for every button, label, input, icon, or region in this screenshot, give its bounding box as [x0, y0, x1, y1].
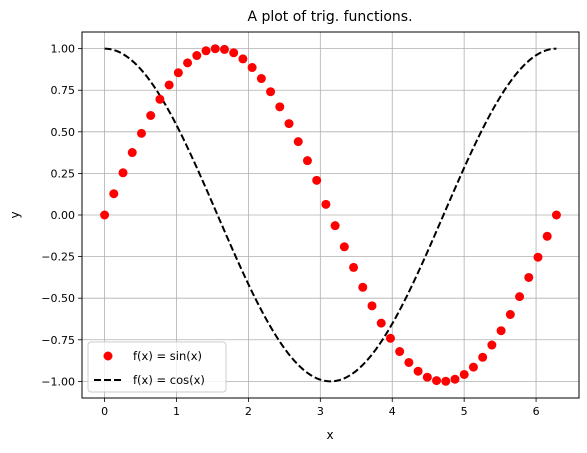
x-tick-label: 3: [317, 405, 324, 418]
y-tick-label: 0.25: [51, 167, 76, 180]
sin-point: [515, 292, 525, 302]
sin-point: [551, 210, 561, 220]
sin-point: [210, 44, 220, 54]
y-axis-label: y: [8, 211, 22, 218]
legend-sin-label: f(x) = sin(x): [133, 349, 202, 363]
x-tick-label: 4: [389, 405, 396, 418]
chart-title: A plot of trig. functions.: [247, 9, 412, 25]
sin-series: [100, 44, 561, 386]
sin-point: [395, 347, 405, 357]
sin-point: [275, 102, 285, 112]
x-tick-label: 2: [245, 405, 252, 418]
y-tick-label: 0.50: [51, 126, 76, 139]
sin-point: [173, 68, 183, 78]
sin-point: [441, 376, 451, 386]
sin-point: [404, 357, 414, 367]
sin-point: [302, 156, 312, 166]
x-tick-label: 1: [173, 405, 180, 418]
y-axis: −1.00 −0.75 −0.50 −0.25 0.00 0.25 0.50 0.75 1.00: [41, 43, 82, 388]
sin-point: [542, 231, 552, 241]
y-tick-label: −0.25: [41, 251, 75, 264]
sin-point: [459, 369, 469, 379]
cos-series: [104, 47, 557, 383]
sin-point: [100, 210, 110, 220]
sin-point: [524, 272, 534, 282]
sin-point: [118, 168, 128, 178]
sin-point: [349, 262, 359, 272]
y-tick-label: 0.00: [51, 209, 76, 222]
sin-point: [496, 326, 506, 336]
legend: f(x) = sin(x) f(x) = cos(x): [87, 341, 227, 393]
sin-point: [533, 252, 543, 262]
sin-point: [266, 87, 276, 97]
sin-point: [192, 51, 202, 61]
sin-point: [219, 44, 229, 54]
legend-cos-label: f(x) = cos(x): [133, 373, 205, 387]
y-tick-label: −0.75: [41, 334, 75, 347]
sin-point: [146, 111, 156, 120]
sin-point: [468, 362, 478, 372]
plot-area: [81, 31, 580, 399]
sin-point: [238, 54, 248, 64]
sin-point: [376, 318, 386, 328]
sin-point: [478, 352, 488, 362]
sin-point: [164, 80, 174, 90]
legend-sin-marker: [103, 351, 113, 361]
sin-point: [136, 128, 146, 138]
x-tick-label: 6: [533, 405, 540, 418]
sin-point: [284, 119, 294, 129]
sin-point: [413, 366, 423, 376]
y-tick-label: −0.50: [41, 292, 75, 305]
sin-point: [183, 58, 193, 68]
sin-point: [127, 148, 137, 158]
sin-point: [109, 189, 119, 199]
sin-point: [229, 48, 239, 58]
y-tick-label: −1.00: [41, 375, 75, 388]
legend-box: [87, 341, 227, 393]
x-tick-label: 5: [461, 405, 468, 418]
y-tick-label: 1.00: [51, 43, 76, 56]
sin-point: [487, 340, 497, 350]
x-axis: 0 1 2 3 4 5 6: [101, 398, 540, 418]
sin-point: [432, 376, 442, 386]
sin-point: [256, 74, 266, 84]
sin-point: [321, 199, 331, 209]
sin-point: [422, 372, 432, 382]
sin-point: [339, 242, 349, 252]
sin-point: [367, 301, 377, 311]
sin-point: [293, 137, 303, 147]
x-axis-label: x: [326, 428, 333, 442]
sin-point: [247, 63, 257, 73]
sin-point: [505, 310, 515, 319]
sin-point: [450, 374, 460, 384]
x-tick-label: 0: [101, 405, 108, 418]
sin-point: [312, 175, 322, 185]
sin-point: [201, 46, 211, 56]
sin-point: [330, 221, 340, 231]
sin-point: [155, 94, 165, 104]
y-tick-label: 0.75: [51, 84, 76, 97]
sin-point: [358, 282, 368, 292]
cos-line: [104, 47, 557, 383]
sin-point: [385, 333, 395, 343]
